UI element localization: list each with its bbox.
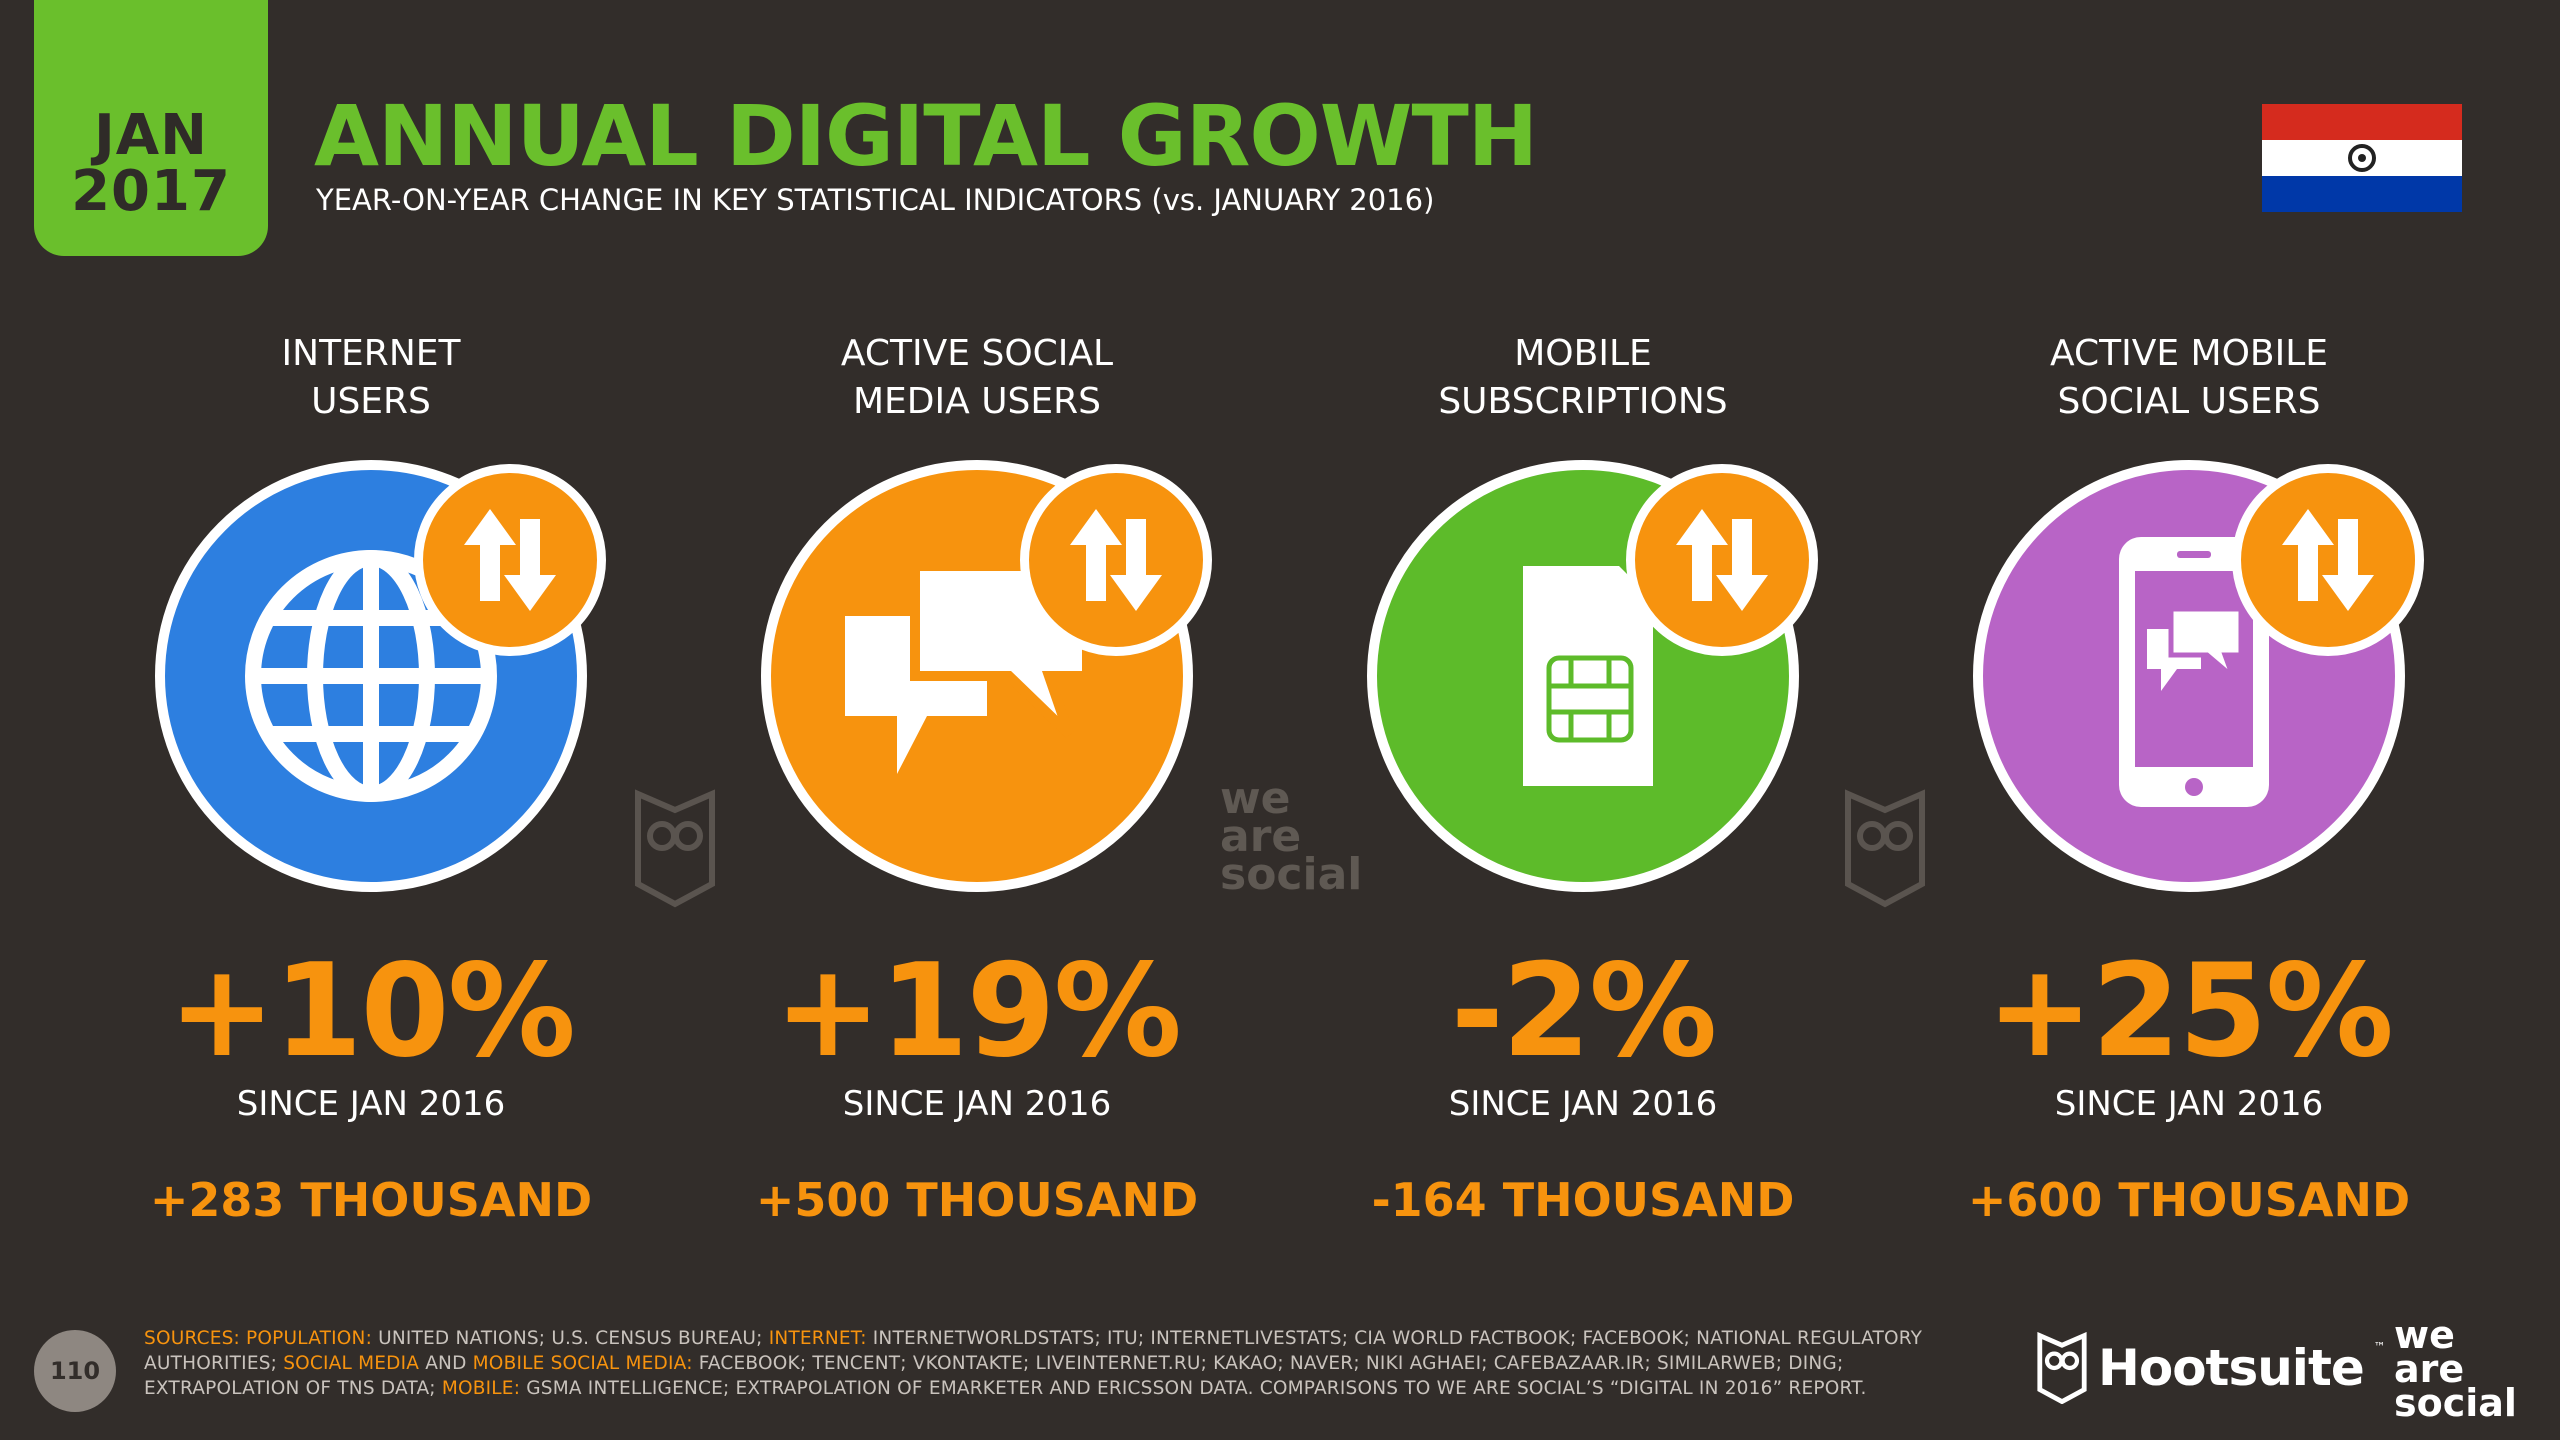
stat-column-active-mobile-social-users: ACTIVE MOBILE SOCIAL USERS	[1886, 330, 2492, 434]
hootsuite-owl-icon	[2037, 1332, 2087, 1404]
hootsuite-name: Hootsuite	[2098, 1339, 2365, 1397]
sources-segment: INTERNETWORLDSTATS; ITU; INTERNETLIVESTA…	[144, 1328, 1923, 1374]
percent-change: +10%	[168, 937, 576, 1086]
since-label: SINCE JAN 2016	[2054, 1084, 2324, 1124]
stat-column-mobile-subscriptions: MOBILE SUBSCRIPTIONS	[1280, 330, 1886, 434]
smartphone-chat-icon	[2119, 537, 2269, 807]
stat-heading-line1: ACTIVE SOCIAL	[840, 333, 1114, 374]
hootsuite-tm: ™	[2373, 1340, 2386, 1354]
since-label: SINCE JAN 2016	[236, 1084, 506, 1124]
sources-segment: MOBILE SOCIAL MEDIA:	[472, 1353, 699, 1374]
owl-watermark-icon	[1845, 789, 1925, 908]
up-down-arrows-icon	[1676, 509, 1768, 611]
we-are-social-watermark: we are social	[1220, 773, 1363, 900]
absolute-change: +600 THOUSAND	[1967, 1173, 2411, 1227]
watermark-line: social	[1220, 849, 1363, 900]
sources-segment: SOCIAL MEDIA	[283, 1353, 420, 1374]
owl-watermark-icon	[635, 789, 715, 908]
logo-line: social	[2394, 1381, 2517, 1425]
sources-segment: MOBILE:	[441, 1378, 527, 1399]
up-down-arrows-icon	[464, 509, 556, 611]
sources-segment: UNITED NATIONS; U.S. CENSUS BUREAU;	[378, 1328, 769, 1349]
percent-change: +19%	[774, 937, 1182, 1086]
stat-heading-line1: ACTIVE MOBILE	[2049, 333, 2329, 374]
stat-column-internet-users: INTERNET USERS	[68, 330, 674, 434]
stat-heading-line2: SUBSCRIPTIONS	[1438, 381, 1728, 422]
absolute-change: +283 THOUSAND	[149, 1173, 593, 1227]
stat-heading: ACTIVE MOBILE SOCIAL USERS	[2050, 330, 2328, 434]
we-are-social-logo: we are social	[2394, 1313, 2517, 1425]
page-title: ANNUAL DIGITAL GROWTH	[314, 87, 1538, 185]
sources-segment: POPULATION:	[246, 1328, 379, 1349]
percent-change: -2%	[1450, 937, 1717, 1086]
date-year: 2017	[71, 159, 231, 224]
absolute-change: +500 THOUSAND	[755, 1173, 1199, 1227]
logo-line: are	[2394, 1347, 2465, 1391]
stat-heading-line2: USERS	[311, 381, 431, 422]
stat-heading: ACTIVE SOCIAL MEDIA USERS	[841, 330, 1113, 434]
logo-line: we	[2394, 1313, 2455, 1357]
since-label: SINCE JAN 2016	[842, 1084, 1112, 1124]
up-down-arrows-icon	[1070, 509, 1162, 611]
percent-change: +25%	[1986, 937, 2394, 1086]
sources-text: SOURCES: POPULATION: UNITED NATIONS; U.S…	[144, 1326, 1964, 1401]
date-badge: JAN 2017	[34, 0, 268, 256]
up-down-arrows-icon	[2282, 509, 2374, 611]
stat-column-active-social-media-users: ACTIVE SOCIAL MEDIA USERS	[674, 330, 1280, 434]
sources-segment: GSMA INTELLIGENCE; EXTRAPOLATION OF EMAR…	[526, 1378, 1867, 1399]
sources-segment: FACEBOOK; TENCENT; VKONTAKTE; LIVEINTERN…	[144, 1353, 1844, 1399]
growth-badge	[414, 464, 606, 656]
growth-badge	[2232, 464, 2424, 656]
sources-segment: INTERNET:	[768, 1328, 873, 1349]
sources-segment: AND	[419, 1353, 473, 1374]
stat-heading: MOBILE SUBSCRIPTIONS	[1438, 330, 1727, 434]
watermark-line: are	[1220, 811, 1302, 862]
page-subtitle: YEAR-ON-YEAR CHANGE IN KEY STATISTICAL I…	[316, 183, 1435, 217]
growth-badge	[1626, 464, 1818, 656]
since-label: SINCE JAN 2016	[1448, 1084, 1718, 1124]
date-month: JAN	[93, 103, 209, 168]
stat-heading: INTERNET USERS	[282, 330, 461, 434]
growth-badge	[1020, 464, 1212, 656]
stat-heading-line1: INTERNET	[281, 333, 461, 374]
absolute-change: -164 THOUSAND	[1371, 1173, 1795, 1227]
stat-heading-line1: MOBILE	[1514, 333, 1652, 374]
page-number: 110	[34, 1330, 116, 1412]
sim-card-icon	[1523, 566, 1653, 786]
sources-segment: SOURCES:	[144, 1328, 247, 1349]
mobile-subscriptions-circle	[1367, 460, 1799, 892]
stat-heading-line2: SOCIAL USERS	[2057, 381, 2321, 422]
stat-heading-line2: MEDIA USERS	[852, 381, 1102, 422]
paraguay-flag-icon	[2262, 104, 2462, 212]
hootsuite-logo: Hootsuite ™	[2036, 1328, 2386, 1408]
watermark-line: we	[1220, 773, 1291, 824]
